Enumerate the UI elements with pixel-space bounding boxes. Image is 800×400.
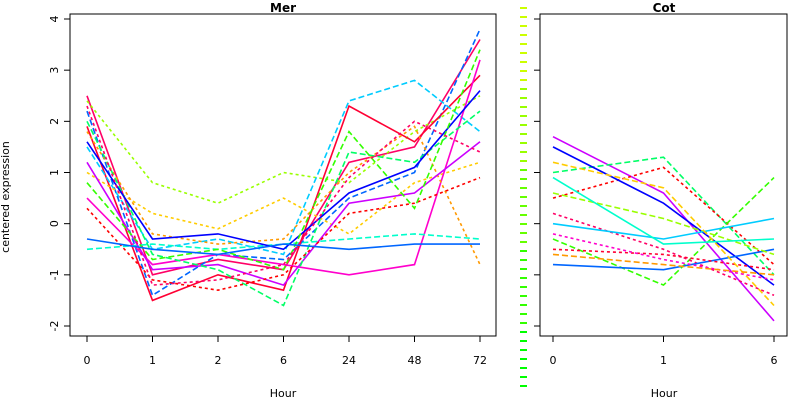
series-line <box>552 146 775 286</box>
panel-cot: Cot 0 1 6 Hour <box>534 1 788 400</box>
series-line <box>552 248 775 271</box>
series-line <box>552 176 775 245</box>
series-line <box>86 110 481 307</box>
series-line <box>552 161 775 307</box>
x-tick-label: 24 <box>342 354 356 367</box>
series-line <box>86 95 481 205</box>
x-tick-label: 72 <box>473 354 487 367</box>
x-tick-label: 48 <box>408 354 422 367</box>
x-tick-label: 1 <box>660 354 667 367</box>
x-tick-label: 0 <box>550 354 557 367</box>
series-line <box>552 135 775 322</box>
series-line <box>552 253 775 276</box>
series-line <box>86 233 481 251</box>
y-tick-label: 0 <box>48 220 61 227</box>
y-axis-title: centered expression <box>0 141 12 253</box>
series-line <box>86 105 481 286</box>
series-line <box>552 177 775 287</box>
y-tick-label: -2 <box>48 321 61 332</box>
series-lines-cot <box>552 135 775 322</box>
series-line <box>86 141 481 287</box>
series-line <box>552 212 775 297</box>
y-axis-cot <box>534 18 540 327</box>
series-line <box>552 248 775 271</box>
x-tick-label: 2 <box>215 354 222 367</box>
series-line <box>86 125 481 265</box>
plot-frame-mer <box>69 13 497 337</box>
y-tick-label: -1 <box>48 269 61 280</box>
y-tick-label: 2 <box>48 118 61 125</box>
series-line <box>86 74 481 302</box>
series-line <box>86 238 480 256</box>
panel-mer: Mer 0 1 2 6 24 48 72 -2 -1 0 1 2 3 4 Hour centered e… <box>0 1 497 400</box>
x-axis-cot: 0 1 6 <box>550 336 778 367</box>
series-lines-mer <box>86 28 481 307</box>
x-tick-label: 1 <box>149 354 156 367</box>
color-key-strip <box>520 7 527 387</box>
series-line <box>86 28 481 297</box>
series-line <box>86 161 481 235</box>
series-line <box>552 166 775 266</box>
y-tick-label: 1 <box>48 169 61 176</box>
series-line <box>86 59 481 276</box>
series-line <box>552 192 775 256</box>
x-tick-label: 6 <box>280 354 287 367</box>
series-line <box>86 49 481 271</box>
series-line <box>552 156 775 276</box>
y-tick-label: 4 <box>48 16 61 23</box>
series-line <box>552 217 775 240</box>
x-tick-label: 6 <box>771 354 778 367</box>
x-axis-mer: 0 1 2 6 24 48 72 <box>84 336 487 367</box>
panel-title-mer: Mer <box>270 1 296 15</box>
series-line <box>86 176 481 292</box>
series-line <box>86 90 481 251</box>
y-axis-mer: -2 -1 0 1 2 3 4 <box>48 16 70 332</box>
series-line <box>552 233 775 281</box>
x-tick-label: 0 <box>84 354 91 367</box>
x-axis-title-mer: Hour <box>270 387 297 400</box>
y-tick-label: 3 <box>48 67 61 74</box>
panel-title-cot: Cot <box>653 1 676 15</box>
plot-frame-cot <box>539 13 788 337</box>
x-axis-title-cot: Hour <box>651 387 678 400</box>
